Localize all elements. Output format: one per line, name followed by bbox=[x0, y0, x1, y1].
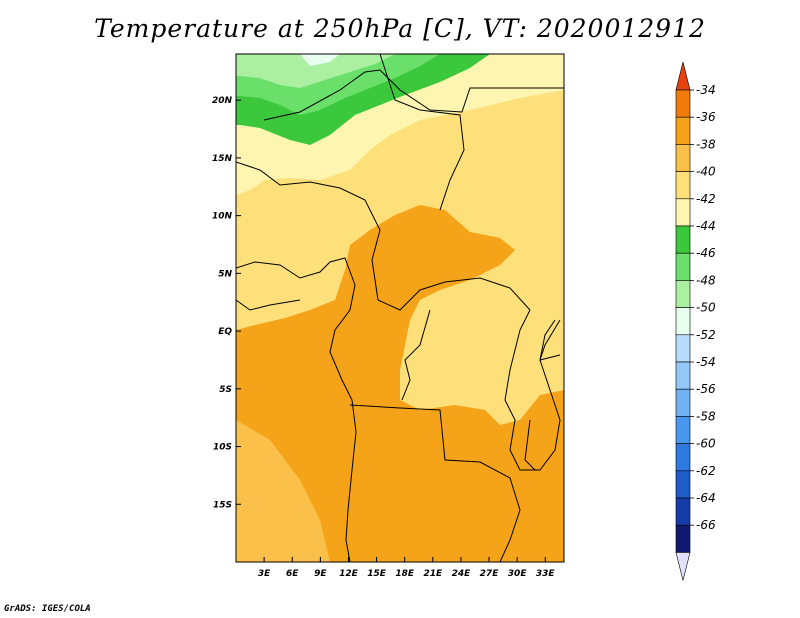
border-gulf bbox=[236, 299, 301, 311]
lat-tick-label: EQ bbox=[218, 327, 232, 337]
map-frame bbox=[235, 53, 565, 563]
lon-tick-label: 12E bbox=[339, 569, 359, 579]
colorbar-label: -46 bbox=[696, 246, 716, 260]
lat-tick-label: 15S bbox=[213, 500, 232, 510]
colorbar-cell bbox=[675, 225, 691, 254]
lat-tick-label: 20N bbox=[212, 96, 233, 106]
colorbar-cell bbox=[675, 443, 691, 472]
colorbar-cell bbox=[675, 171, 691, 200]
border-central bbox=[236, 161, 531, 311]
lon-tick-label: 33E bbox=[536, 569, 556, 579]
lon-tick-label: 3E bbox=[258, 569, 271, 579]
colorbar-cell bbox=[675, 89, 691, 118]
lat-tick-label: 10S bbox=[213, 443, 232, 453]
colorbar-cell bbox=[675, 416, 691, 444]
border-angola bbox=[349, 404, 521, 562]
colorbar-cell bbox=[675, 524, 691, 553]
field-minus48 bbox=[236, 54, 395, 88]
border-chad bbox=[379, 54, 465, 211]
colorbar-cell bbox=[675, 361, 691, 390]
colorbar-label: -38 bbox=[696, 137, 716, 151]
field-minus38-central bbox=[236, 205, 564, 562]
colorbar-label: -54 bbox=[696, 355, 716, 369]
lat-tick-label: 15N bbox=[212, 154, 233, 164]
colorbar-label: -58 bbox=[696, 409, 716, 423]
grads-credit: GrADS: IGES/COLA bbox=[4, 604, 91, 614]
colorbar-label: -40 bbox=[696, 165, 716, 179]
colorbar-cell bbox=[675, 388, 691, 417]
colorbar-cell bbox=[675, 198, 691, 227]
colorbar-label: -66 bbox=[696, 518, 716, 532]
longitude-ticks: 3E 6E 9E 12E 15E 18E 21E 24E 27E 30E 33E bbox=[258, 557, 556, 579]
lat-tick-label: 5N bbox=[218, 269, 232, 279]
colorbar-cell bbox=[675, 497, 691, 526]
lon-tick-label: 18E bbox=[395, 569, 415, 579]
lon-tick-label: 24E bbox=[452, 569, 472, 579]
lat-tick-label: 5S bbox=[219, 385, 232, 395]
colorbar-label: -44 bbox=[696, 219, 716, 233]
lon-tick-label: 6E bbox=[286, 569, 299, 579]
lon-tick-label: 30E bbox=[508, 569, 528, 579]
colorbar-label: -56 bbox=[696, 382, 716, 396]
colorbar-label: -48 bbox=[696, 273, 716, 287]
colorbar-bottom-arrow bbox=[675, 552, 691, 581]
lake-malawi bbox=[524, 419, 536, 471]
colorbar-cell bbox=[675, 144, 691, 172]
colorbar-cell bbox=[675, 470, 691, 499]
border-east bbox=[504, 309, 561, 471]
colorbar-cell bbox=[675, 280, 691, 308]
borders bbox=[236, 54, 564, 562]
coastline-west bbox=[236, 257, 357, 562]
colorbar-label: -60 bbox=[696, 437, 716, 451]
colorbar-cell bbox=[675, 307, 691, 336]
lon-tick-label: 15E bbox=[367, 569, 387, 579]
colorbar-label: -50 bbox=[696, 301, 716, 315]
latitude-ticks: 20N 15N 10N 5N EQ 5S 10S 15S bbox=[212, 96, 241, 510]
map-title: Temperature at 250hPa [C], VT: 202001291… bbox=[94, 14, 706, 43]
field-minus50 bbox=[300, 54, 340, 66]
colorbar-label: -36 bbox=[696, 110, 716, 124]
lon-tick-label: 21E bbox=[423, 569, 443, 579]
colorbar-label: -62 bbox=[696, 464, 716, 478]
colorbar-label: -42 bbox=[696, 192, 716, 206]
colorbar-label: -64 bbox=[696, 491, 716, 505]
field-minus40-southwest bbox=[236, 420, 330, 562]
border-congo bbox=[401, 309, 431, 401]
border-sahara bbox=[263, 69, 564, 121]
colorbar-cell bbox=[675, 252, 691, 281]
colorbar-label: -52 bbox=[696, 328, 716, 342]
colorbar-label: -34 bbox=[696, 83, 716, 97]
lake-victoria bbox=[539, 319, 561, 361]
colorbar-top-arrow bbox=[675, 61, 691, 91]
temperature-field bbox=[236, 54, 564, 562]
lat-tick-label: 10N bbox=[212, 212, 233, 222]
lon-tick-label: 9E bbox=[314, 569, 327, 579]
colorbar: -34 -36 -38 -40 -42 -44 -46 -48 -50 -52 -54 -56 -58 -… bbox=[675, 61, 716, 581]
lon-tick-label: 27E bbox=[480, 569, 500, 579]
colorbar-cell bbox=[675, 334, 691, 363]
colorbar-cell bbox=[675, 116, 691, 145]
